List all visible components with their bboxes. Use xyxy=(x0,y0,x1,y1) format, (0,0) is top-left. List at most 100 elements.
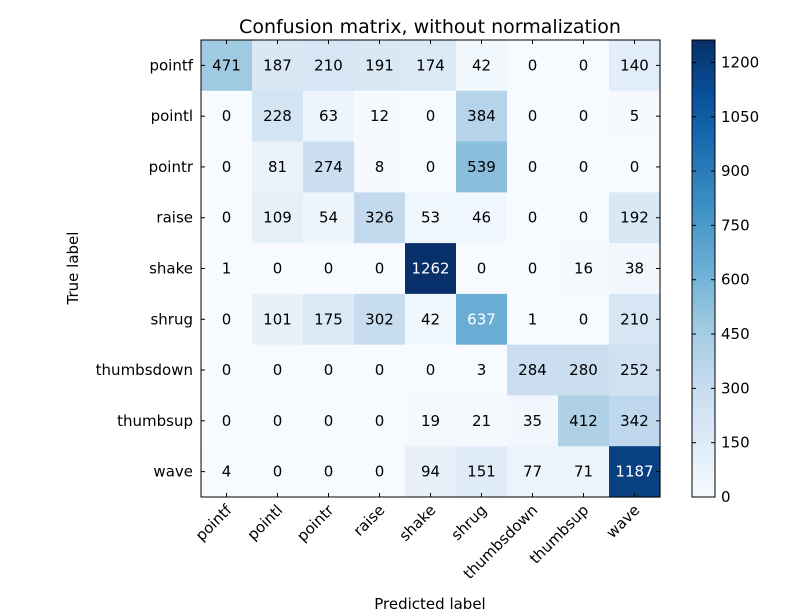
cell-value-label: 53 xyxy=(421,209,440,227)
cell-value-label: 77 xyxy=(523,463,542,481)
matrix-cell xyxy=(201,141,253,193)
matrix-cell xyxy=(558,344,610,397)
matrix-cell xyxy=(507,90,559,143)
cell-value-label: 0 xyxy=(324,361,334,379)
matrix-cell xyxy=(405,40,457,92)
cell-value-label: 0 xyxy=(222,361,232,379)
matrix-cell xyxy=(252,344,304,397)
matrix-cell xyxy=(354,293,406,346)
matrix-cell xyxy=(558,395,610,447)
x-tick-label: raise xyxy=(350,501,389,540)
matrix-cell xyxy=(507,243,559,295)
cell-value-label: 210 xyxy=(620,310,649,328)
matrix-cell xyxy=(507,40,559,92)
matrix-cell xyxy=(609,141,661,193)
matrix-cell xyxy=(252,395,304,447)
colorbar-tick-label: 750 xyxy=(721,216,750,234)
matrix-cell xyxy=(303,293,355,346)
x-tick-label: shrug xyxy=(448,501,491,544)
matrix-cell xyxy=(303,141,355,193)
colorbar-tick-label: 1200 xyxy=(721,53,759,71)
matrix-cell xyxy=(609,243,661,295)
cell-value-label: 63 xyxy=(319,107,338,125)
matrix-cell xyxy=(201,192,253,244)
y-axis-label: True label xyxy=(64,232,82,306)
matrix-cell xyxy=(201,90,253,143)
x-axis-label: Predicted label xyxy=(374,595,485,612)
cell-value-label: 42 xyxy=(421,310,440,328)
cell-value-label: 54 xyxy=(319,209,338,227)
cell-value-label: 42 xyxy=(472,56,491,74)
y-tick-label: shrug xyxy=(150,310,193,328)
matrix-cell xyxy=(354,243,406,295)
cell-value-label: 228 xyxy=(263,107,292,125)
x-tick-label: pointr xyxy=(293,501,338,546)
cell-value-label: 38 xyxy=(625,260,644,278)
cell-value-label: 0 xyxy=(375,412,385,430)
cell-value-label: 0 xyxy=(222,158,232,176)
cell-value-label: 21 xyxy=(472,412,491,430)
cell-value-label: 252 xyxy=(620,361,649,379)
cell-value-label: 0 xyxy=(477,260,487,278)
cell-value-label: 0 xyxy=(528,158,538,176)
cell-value-label: 0 xyxy=(426,107,436,125)
matrix-cell xyxy=(507,192,559,244)
cell-value-label: 174 xyxy=(416,56,445,74)
cell-value-label: 326 xyxy=(365,209,394,227)
y-tick-label: raise xyxy=(156,209,193,227)
cell-value-label: 0 xyxy=(375,463,385,481)
cell-value-label: 5 xyxy=(630,107,640,125)
colorbar-tick-label: 300 xyxy=(721,379,750,397)
cell-value-label: 284 xyxy=(518,361,547,379)
cell-value-label: 0 xyxy=(375,260,385,278)
matrix-cell xyxy=(354,192,406,244)
cell-value-label: 539 xyxy=(467,158,496,176)
cell-value-label: 1262 xyxy=(411,260,449,278)
cell-value-label: 274 xyxy=(314,158,343,176)
cell-value-label: 0 xyxy=(375,361,385,379)
cell-value-label: 1187 xyxy=(615,463,653,481)
matrix-cell xyxy=(252,293,304,346)
y-tick-label: pointr xyxy=(149,158,194,176)
matrix-cell xyxy=(558,192,610,244)
matrix-cell xyxy=(609,344,661,397)
cell-value-label: 46 xyxy=(472,209,491,227)
matrix-cell xyxy=(609,446,661,498)
colorbar-tick-label: 900 xyxy=(721,162,750,180)
colorbar-ticks: 0 150 300 450 600 750 900 1050 1200 xyxy=(692,53,759,506)
cell-value-label: 151 xyxy=(467,463,496,481)
matrix-cell xyxy=(201,446,253,498)
matrix-cell xyxy=(456,446,508,498)
matrix-cell xyxy=(303,395,355,447)
matrix-cell xyxy=(252,90,304,143)
cell-value-label: 0 xyxy=(528,209,538,227)
matrix-cell xyxy=(456,192,508,244)
matrix-cell xyxy=(201,293,253,346)
matrix-cell xyxy=(201,395,253,447)
cell-value-label: 187 xyxy=(263,56,292,74)
cell-value-label: 1 xyxy=(222,260,232,278)
matrix-cell xyxy=(558,141,610,193)
cell-value-label: 19 xyxy=(421,412,440,430)
colorbar-tick-label: 1050 xyxy=(721,108,759,126)
matrix-cell xyxy=(456,40,508,92)
cell-value-label: 140 xyxy=(620,56,649,74)
cell-value-label: 0 xyxy=(222,107,232,125)
cell-value-label: 280 xyxy=(569,361,598,379)
y-tick-label: shake xyxy=(149,260,193,278)
matrix-cell xyxy=(252,141,304,193)
cell-value-label: 3 xyxy=(477,361,487,379)
cell-value-label: 192 xyxy=(620,209,649,227)
cell-value-label: 0 xyxy=(222,310,232,328)
cell-value-label: 302 xyxy=(365,310,394,328)
matrix-cell xyxy=(303,40,355,92)
matrix-cell xyxy=(252,243,304,295)
cell-value-label: 35 xyxy=(523,412,542,430)
matrix-cell xyxy=(405,344,457,397)
y-tick-label: pointl xyxy=(151,107,193,125)
y-tick-label: thumbsdown xyxy=(96,361,193,379)
cell-value-label: 0 xyxy=(528,107,538,125)
cell-value-label: 0 xyxy=(324,260,334,278)
matrix-cell xyxy=(609,395,661,447)
